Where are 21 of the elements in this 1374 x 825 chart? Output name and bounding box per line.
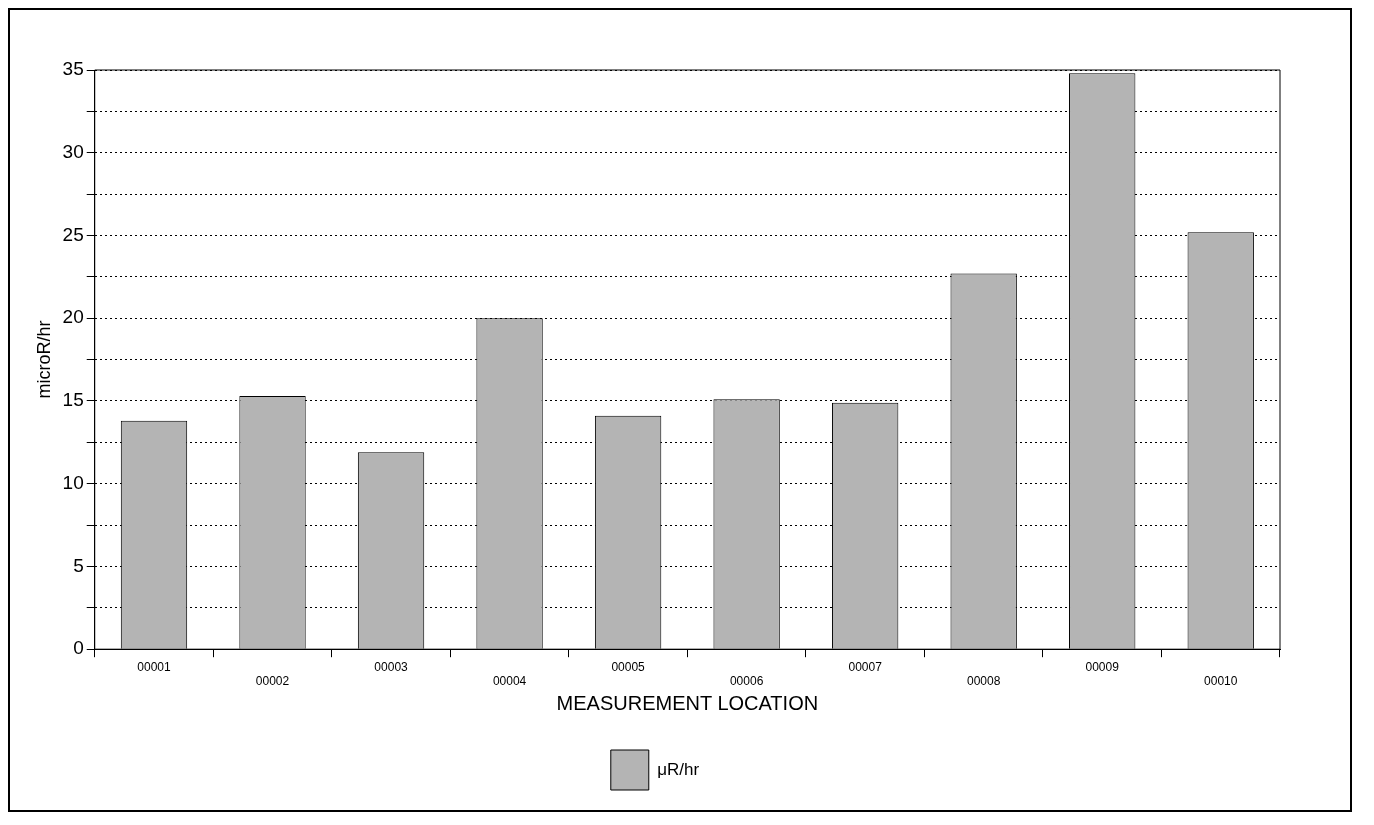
- x-tick-label: 00004: [492, 674, 527, 689]
- y-tick-label: 10: [62, 471, 84, 493]
- x-tick-label: 00009: [1085, 659, 1120, 674]
- y-tick-label: 20: [62, 306, 84, 328]
- x-tick-label: 00007: [848, 659, 883, 674]
- x-tick-label: 00003: [374, 659, 409, 674]
- x-tick-label: 00001: [137, 659, 171, 674]
- x-axis-title: MEASUREMENT LOCATION: [556, 691, 819, 714]
- x-tick-label: 00010: [1204, 674, 1238, 689]
- y-tick-label: 0: [73, 637, 84, 659]
- y-tick-label: 5: [73, 554, 84, 576]
- x-tick-label: 00005: [611, 659, 646, 674]
- x-tick-label: 00002: [255, 674, 290, 689]
- legend-label: μR/hr: [657, 759, 700, 779]
- y-tick-label: 30: [62, 140, 84, 162]
- y-axis-title: microR/hr: [33, 320, 54, 399]
- x-tick-label: 00006: [729, 674, 764, 689]
- y-tick-label: 25: [62, 223, 84, 245]
- x-tick-label: 00008: [967, 674, 1001, 689]
- y-tick-label: 15: [62, 389, 84, 411]
- y-tick-label: 35: [62, 58, 84, 80]
